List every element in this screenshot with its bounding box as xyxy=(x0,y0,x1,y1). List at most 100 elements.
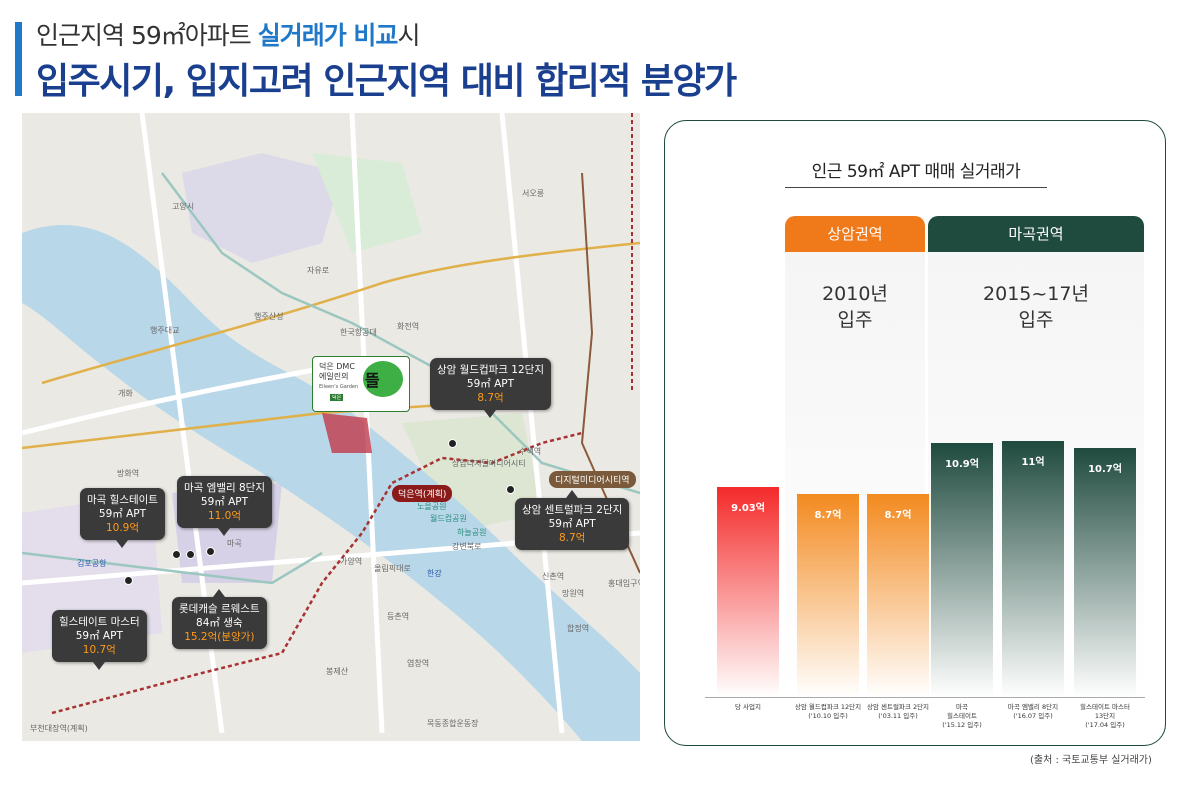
site-line4: 덕은 xyxy=(330,394,344,401)
location-dot xyxy=(124,576,133,585)
x-tick-label-5: 힐스테이트 마스터 13단지 ('17.04 입주) xyxy=(1080,703,1130,729)
callout-type: 59㎡ APT xyxy=(98,508,147,520)
period-sangam: 2010년 입주 xyxy=(785,281,925,333)
map-label-deungchon: 등촌역 xyxy=(387,612,410,621)
subtitle-highlight: 실거래가 비교 xyxy=(257,21,399,50)
site-line1: 덕은 DMC xyxy=(319,362,355,371)
bar-value-label-0: 9.03억 xyxy=(731,502,765,514)
callout-type: 84㎡ 생숙 xyxy=(196,617,243,629)
period-magok-year: 2015~17년 xyxy=(983,283,1089,305)
site-logo-name: 뜰 xyxy=(365,371,380,390)
map-label-olympic: 올림픽대로 xyxy=(374,564,411,573)
bar-4 xyxy=(1002,440,1064,697)
callout-price: 10.7억 xyxy=(82,644,116,656)
x-tick-label-1: 상암 월드컵파크 12단지 ('10.10 입주) xyxy=(794,703,862,720)
period-magok-label: 입주 xyxy=(1018,309,1054,331)
map-station-dmc: 디지털미디어시티역 xyxy=(549,471,636,488)
bar-value-label-3: 10.9억 xyxy=(945,459,979,471)
bar-value-label-4: 11억 xyxy=(1021,456,1045,468)
callout-name: 마곡 힐스테이트 xyxy=(87,494,158,506)
region-tab-sangam: 상암권역 xyxy=(785,216,925,252)
map-label-jayuro: 자유로 xyxy=(307,266,330,275)
chart-title: 인근 59㎡ APT 매매 실거래가 xyxy=(811,162,1021,182)
map-label-han-river: 한강 xyxy=(427,569,442,578)
callout-price: 10.9억 xyxy=(105,522,139,534)
map-label-mangwon: 망원역 xyxy=(562,589,585,598)
callout-type: 59㎡ APT xyxy=(466,378,515,390)
map-label-hongdae: 홍대입구역 xyxy=(608,579,640,588)
location-dot xyxy=(206,547,215,556)
bucheon-name: 부천대장역 xyxy=(30,724,67,733)
callout-hillstate-master: 힐스테이트 마스터 59㎡ APT 10.7억 xyxy=(52,610,147,670)
x-tick-label-3: 마곡 힐스테이트 ('15.12 입주) xyxy=(942,703,982,729)
title-accent-bar xyxy=(15,22,22,96)
map-label-gimpo-airport: 김포공항 xyxy=(77,559,107,568)
map-label-magok: 마곡 xyxy=(227,539,242,548)
map-label-bonghwasan: 봉제산 xyxy=(326,667,349,676)
callout-price: 15.2억(분양가) xyxy=(184,631,255,643)
bar-value-label-2: 8.7억 xyxy=(884,510,912,522)
map-label-haengju: 행주산성 xyxy=(254,312,284,321)
map-label-haengjudaegyo: 행주대교 xyxy=(150,326,180,335)
page-subtitle: 인근지역 59㎡아파트 실거래가 비교시 xyxy=(36,16,420,52)
callout-name: 상암 월드컵파크 12단지 xyxy=(437,364,544,376)
callout-magok-hillstate: 마곡 힐스테이트 59㎡ APT 10.9억 xyxy=(80,488,165,548)
subtitle-text: 인근지역 59㎡아파트 xyxy=(36,21,258,50)
bar-1 xyxy=(797,494,859,697)
callout-price: 8.7억 xyxy=(477,392,504,404)
bar-2 xyxy=(867,494,929,697)
map-label-seooreung: 서오릉 xyxy=(522,189,545,198)
callout-type: 59㎡ APT xyxy=(75,630,123,642)
bar-value-label-5: 10.7억 xyxy=(1088,463,1122,475)
map-label-banghwa: 방화역 xyxy=(117,469,140,478)
bar-0 xyxy=(717,486,779,697)
site-name-lines: 덕은 DMC 에일린의 xyxy=(319,362,355,382)
page-title: 입주시기, 입지고려 인근지역 대비 합리적 분양가 xyxy=(36,61,737,102)
callout-type: 59㎡ APT xyxy=(548,518,596,530)
callout-lotte-castle: 롯데캐슬 르웨스트 84㎡ 생숙 15.2억(분양가) xyxy=(172,589,267,649)
callout-name: 롯데캐슬 르웨스트 xyxy=(179,603,260,615)
callout-sangam-central: 상암 센트럴파크 2단지 59㎡ APT 8.7억 xyxy=(515,490,630,550)
site-line2: 에일린의 xyxy=(319,372,349,381)
map-label-mokdong: 목동종합운동장 xyxy=(427,719,479,728)
x-tick-label-2: 상암 센트럴파크 2단지 ('03.11 입주) xyxy=(866,703,930,720)
site-logo-blob xyxy=(363,361,403,397)
map-label-hkaero: 한국항공대 xyxy=(340,328,377,337)
bar-3 xyxy=(931,443,993,697)
location-map: 고양시 서오릉 한국항공대 행주산성 행주대교 개화 김포공항 방화역 마곡 상… xyxy=(22,113,640,741)
callout-type: 59㎡ APT xyxy=(200,496,249,508)
map-label-hapjeong: 합정역 xyxy=(567,624,590,633)
title-underline xyxy=(785,187,1047,188)
deokeun-station-note: (계획) xyxy=(422,490,447,500)
map-label-bucheon: 부천대장역(계획) xyxy=(30,723,88,734)
map-label-noeul-park: 노을공원 xyxy=(417,502,447,511)
map-label-sinchon: 신촌역 xyxy=(542,572,565,581)
location-dot xyxy=(506,485,515,494)
callout-name: 마곡 엠밸리 8단지 xyxy=(184,482,265,494)
callout-price: 11.0억 xyxy=(207,510,242,522)
bucheon-note: (계획) xyxy=(66,724,88,733)
x-tick-label-0: 당 사업지 xyxy=(735,703,761,711)
x-axis xyxy=(705,697,1145,698)
source-note: (출처 : 국토교통부 실거래가) xyxy=(1030,755,1152,766)
period-sangam-label: 입주 xyxy=(837,309,873,331)
map-label-gaehwa: 개화 xyxy=(118,389,133,398)
project-site-marker: 덕은 DMC 에일린의 Eileen's Garden 덕은 뜰 xyxy=(312,356,410,412)
subtitle-suffix: 시 xyxy=(397,21,420,50)
bar-value-label-1: 8.7억 xyxy=(814,510,842,522)
callout-name: 상암 센트럴파크 2단지 xyxy=(522,504,623,516)
price-comparison-panel: 인근 59㎡ APT 매매 실거래가 상암권역 마곡권역 2010년 입주 201… xyxy=(664,120,1166,746)
map-label-gayang: 가양역 xyxy=(340,557,363,566)
x-tick-label-4: 마곡 엠밸리 8단지 ('16.07 입주) xyxy=(1007,703,1059,720)
map-label-sangam-dmc: 상암디지털미디어시티 xyxy=(452,459,526,468)
callout-magok-emvalley: 마곡 엠밸리 8단지 59㎡ APT 11.0억 xyxy=(177,476,272,536)
region-tab-magok: 마곡권역 xyxy=(928,216,1144,252)
deokeun-station-name: 덕은역 xyxy=(398,490,423,500)
site-line3: Eileen's Garden xyxy=(319,384,359,390)
callout-sangam12: 상암 월드컵파크 12단지 59㎡ APT 8.7억 xyxy=(430,358,551,418)
map-label-haneul-park: 하늘공원 xyxy=(457,528,487,537)
bar-5 xyxy=(1074,447,1136,697)
map-label-hwajeon: 화전역 xyxy=(397,322,420,331)
map-station-deokeun: 덕은역(계획) xyxy=(392,485,453,502)
